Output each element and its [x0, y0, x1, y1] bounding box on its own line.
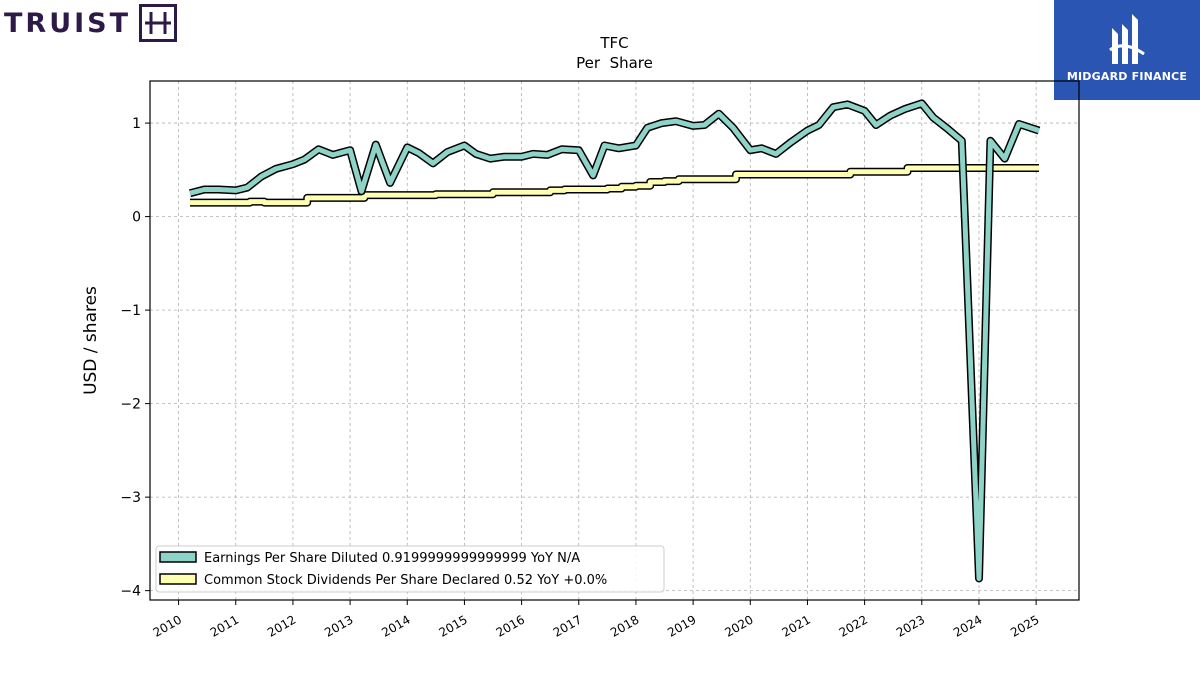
legend-swatch-0 — [159, 551, 197, 563]
truist-wordmark: TRUIST — [4, 7, 132, 39]
x-tick-label: 2011 — [208, 612, 241, 639]
x-tick-label: 2013 — [322, 612, 355, 639]
x-tick-label: 2015 — [436, 612, 469, 639]
y-tick-label: −1 — [120, 303, 141, 319]
x-tick-label: 2016 — [494, 612, 527, 639]
plot-frame — [149, 80, 1080, 601]
x-tick-label: 2022 — [837, 612, 870, 639]
legend-box — [155, 545, 665, 593]
x-tick-label: 2018 — [608, 612, 641, 639]
truist-logo: TRUIST — [4, 4, 178, 42]
x-tick-label: 2021 — [779, 612, 812, 639]
x-tick-label: 2017 — [551, 612, 584, 639]
x-tick-label: 2024 — [951, 612, 984, 639]
series-line-0 — [189, 100, 1040, 581]
x-tick-label: 2010 — [151, 612, 184, 639]
midgard-finance-logo: MIDGARD FINANCE — [1054, 0, 1200, 100]
series-outline-0 — [188, 99, 1041, 583]
midgard-finance-label: MIDGARD FINANCE — [1066, 70, 1188, 83]
y-tick-label: 0 — [132, 210, 141, 226]
series-line-1 — [190, 165, 1039, 206]
y-tick-label: 1 — [132, 116, 141, 132]
midgard-emblem-icon — [1109, 14, 1145, 64]
chart-title: TFC — [599, 34, 628, 52]
x-tick-label: 2023 — [894, 612, 927, 639]
x-tick-label: 2012 — [265, 612, 298, 639]
x-tick-label: 2019 — [665, 612, 698, 639]
legend-label-1: Common Stock Dividends Per Share Declare… — [204, 573, 607, 588]
y-tick-label: −4 — [120, 584, 141, 600]
x-tick-label: 2025 — [1008, 612, 1041, 639]
y-tick-label: −3 — [120, 490, 141, 506]
legend: Earnings Per Share Diluted 0.91999999999… — [155, 545, 665, 593]
truist-monogram-icon — [139, 4, 178, 42]
y-tick-label: −2 — [120, 397, 141, 413]
x-tick-label: 2020 — [722, 612, 755, 639]
chart-subtitle: Per Share — [576, 54, 653, 72]
y-axis-label: USD / shares — [81, 286, 101, 395]
legend-label-0: Earnings Per Share Diluted 0.91999999999… — [204, 551, 580, 566]
legend-swatch-1 — [159, 573, 197, 585]
x-tick-label: 2014 — [379, 612, 412, 639]
